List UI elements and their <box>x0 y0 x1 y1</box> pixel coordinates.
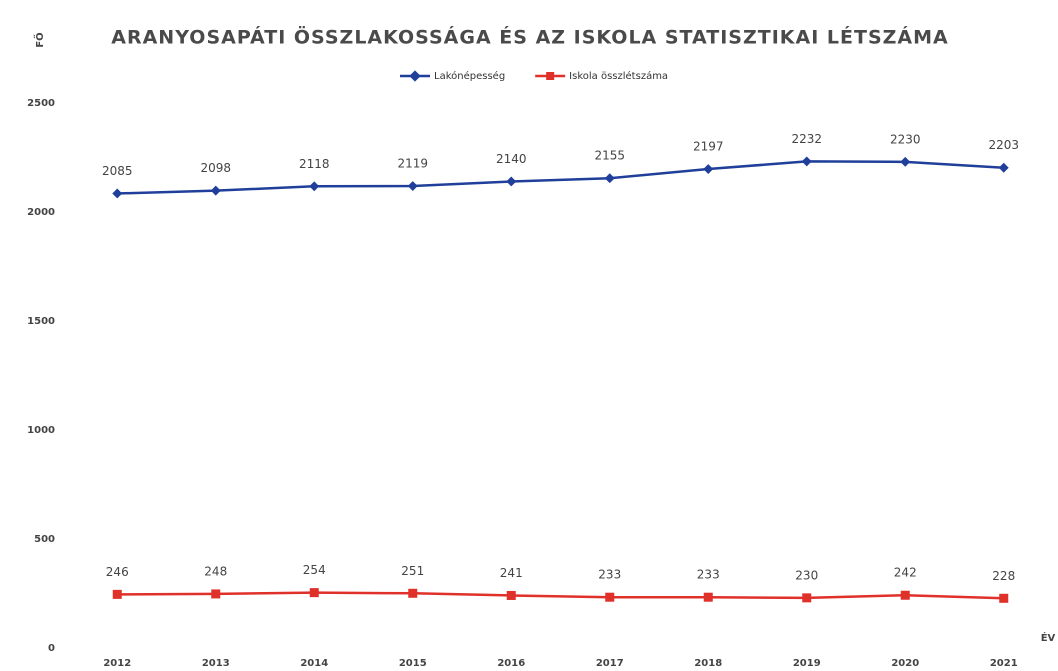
series-line <box>117 160 1004 195</box>
data-label: 251 <box>401 564 424 578</box>
y-tick-label: 2000 <box>27 207 55 218</box>
series-line <box>117 591 1004 600</box>
data-label: 248 <box>204 564 227 578</box>
data-label: 2230 <box>890 132 921 146</box>
y-tick-label: 2500 <box>27 98 55 109</box>
point <box>703 164 714 175</box>
x-tick-label: 2012 <box>103 658 131 669</box>
point <box>900 590 910 600</box>
point <box>506 590 516 600</box>
y-tick-label: 1500 <box>27 316 55 327</box>
x-tick-label: 2019 <box>793 658 821 669</box>
point <box>210 185 221 196</box>
x-axis-label: ÉV <box>1041 631 1056 644</box>
data-label: 2098 <box>200 161 231 175</box>
point <box>407 181 418 192</box>
point <box>802 593 812 603</box>
x-tick-label: 2014 <box>300 658 328 669</box>
x-tick-label: 2016 <box>497 658 525 669</box>
point <box>605 592 615 602</box>
y-tick-label: 500 <box>34 534 55 545</box>
point <box>999 593 1009 603</box>
point <box>900 156 911 167</box>
legend-marker <box>546 72 555 80</box>
point <box>112 589 122 599</box>
y-axis-label: FŐ <box>32 32 46 47</box>
x-tick-label: 2017 <box>596 658 624 669</box>
point <box>408 588 418 598</box>
data-label: 2118 <box>299 157 330 171</box>
data-label: 230 <box>795 568 818 582</box>
x-tick-label: 2018 <box>694 658 722 669</box>
data-label: 241 <box>500 566 523 580</box>
data-label: 2119 <box>397 157 428 171</box>
data-label: 228 <box>992 569 1015 583</box>
data-label: 254 <box>303 563 326 577</box>
x-tick-label: 2021 <box>990 658 1018 669</box>
data-label: 2155 <box>594 149 625 163</box>
chart-title: ARANYOSAPÁTI ÖSSZLAKOSSÁGA ÉS AZ ISKOLA … <box>111 25 948 49</box>
legend-label: Iskola összlétszáma <box>569 70 668 82</box>
point <box>112 188 123 199</box>
data-label: 233 <box>697 568 720 582</box>
point <box>506 176 517 187</box>
point <box>309 181 320 192</box>
data-label: 2197 <box>693 140 724 154</box>
x-tick-label: 2020 <box>891 658 919 669</box>
point <box>801 156 812 167</box>
data-label: 2232 <box>791 132 822 146</box>
data-label: 2140 <box>496 152 527 166</box>
x-tick-label: 2013 <box>202 658 230 669</box>
x-tick-label: 2015 <box>399 658 427 669</box>
point <box>998 162 1009 173</box>
point <box>604 173 615 184</box>
data-label: 242 <box>894 566 917 580</box>
legend-label: Lakónépesség <box>434 70 505 82</box>
data-label: 233 <box>598 568 621 582</box>
point <box>703 592 713 602</box>
data-label: 246 <box>106 565 129 579</box>
y-tick-label: 1000 <box>27 425 55 436</box>
legend-marker <box>409 70 421 82</box>
point <box>309 588 319 598</box>
data-label: 2085 <box>102 164 133 178</box>
point <box>211 589 221 599</box>
data-label: 2203 <box>988 138 1019 152</box>
y-tick-label: 0 <box>48 643 55 654</box>
